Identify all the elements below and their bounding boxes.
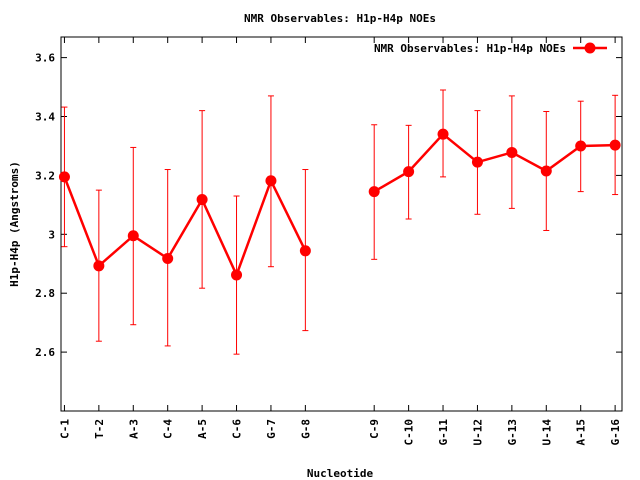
y-tick-label: 3.2 <box>35 169 55 182</box>
data-point <box>437 128 449 140</box>
y-tick-label: 2.6 <box>35 346 55 359</box>
data-point <box>540 165 552 177</box>
y-tick-label: 3.6 <box>35 52 55 65</box>
data-point <box>93 260 105 272</box>
data-point <box>231 269 243 281</box>
series-points <box>58 128 621 281</box>
plot-frame <box>60 36 623 412</box>
data-point <box>265 175 277 187</box>
x-tick-label: A-3 <box>127 419 140 439</box>
error-bars <box>61 89 619 355</box>
series-lines <box>63 132 616 279</box>
data-point <box>196 194 208 206</box>
x-tick-label: C-10 <box>403 419 416 446</box>
data-point <box>162 252 174 264</box>
series-line <box>373 132 616 193</box>
x-axis: C-1 T-2 A-3 C-4 A-5 C-6 G-7 G-8 C-9 C-10 G-11 U-12 G… <box>58 37 622 446</box>
x-tick-label: G-16 <box>609 419 622 446</box>
data-point <box>506 146 518 158</box>
x-tick-label: C-6 <box>231 419 244 439</box>
y-axis: 2.6 2.8 3 3.2 3.4 3.6 <box>35 52 622 359</box>
y-tick-label: 3.4 <box>35 111 55 124</box>
data-point <box>403 166 415 178</box>
x-tick-label: U-14 <box>540 419 553 446</box>
x-tick-label: U-12 <box>471 419 484 446</box>
x-tick-label: G-8 <box>299 419 312 439</box>
data-point <box>58 171 70 183</box>
legend: NMR Observables: H1p-H4p NOEs <box>374 42 607 55</box>
legend-marker-sample <box>584 42 596 54</box>
x-tick-label: C-4 <box>162 419 175 439</box>
data-point <box>575 140 587 152</box>
data-point <box>299 245 311 257</box>
legend-label: NMR Observables: H1p-H4p NOEs <box>374 42 566 55</box>
x-tick-label: G-11 <box>437 419 450 446</box>
x-tick-label: T-2 <box>93 419 106 439</box>
x-tick-label: A-15 <box>575 419 588 446</box>
chart-title: NMR Observables: H1p-H4p NOEs <box>244 12 436 25</box>
series-line <box>63 176 307 279</box>
y-tick-label: 3 <box>48 228 55 241</box>
data-point <box>609 139 621 151</box>
data-point <box>368 186 380 198</box>
y-tick-label: 2.8 <box>35 287 55 300</box>
x-tick-label: C-1 <box>58 419 71 439</box>
x-tick-label: G-7 <box>265 419 278 439</box>
x-axis-label: Nucleotide <box>307 467 374 480</box>
data-point <box>471 156 483 168</box>
x-tick-label: C-9 <box>368 419 381 439</box>
y-axis-label: H1p-H4p (Angstroms) <box>8 161 21 287</box>
x-tick-label: G-13 <box>506 419 519 446</box>
data-point <box>127 230 139 242</box>
x-tick-label: A-5 <box>196 419 209 439</box>
